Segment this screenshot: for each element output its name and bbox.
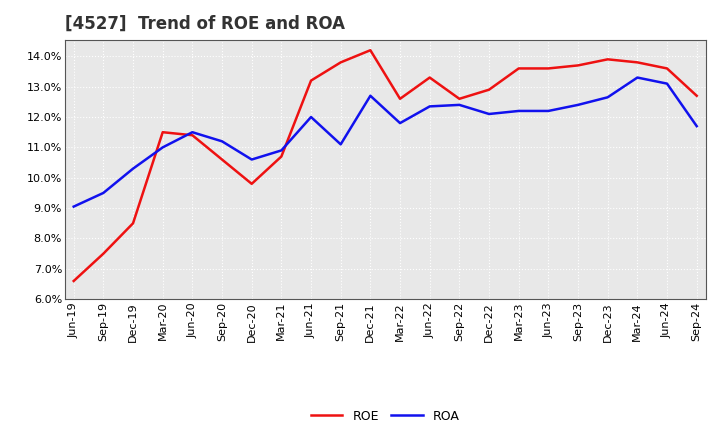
ROE [99,251,108,256]
ROA [455,102,464,107]
ROE [158,129,167,135]
Text: [4527]  Trend of ROE and ROA: [4527] Trend of ROE and ROA [65,15,345,33]
ROE [129,220,138,226]
ROA [99,190,108,195]
ROA [426,104,434,109]
ROA [336,142,345,147]
ROA [485,111,493,117]
Line: ROA: ROA [73,77,697,207]
ROA [248,157,256,162]
ROA [603,95,612,100]
ROE [188,132,197,138]
ROE [396,96,405,102]
ROE [544,66,553,71]
ROA [188,129,197,135]
ROA [277,148,286,153]
ROE [603,57,612,62]
ROE [248,181,256,187]
ROA [69,204,78,209]
ROA [514,108,523,114]
ROA [544,108,553,114]
ROE [455,96,464,102]
ROA [662,81,671,86]
ROE [574,63,582,68]
ROE [485,87,493,92]
ROE [693,93,701,99]
ROA [633,75,642,80]
ROA [307,114,315,120]
ROE [633,60,642,65]
ROA [693,124,701,129]
ROA [396,121,405,126]
Line: ROE: ROE [73,50,697,281]
ROA [366,93,374,99]
ROE [366,48,374,53]
ROE [69,279,78,284]
ROA [129,166,138,171]
ROE [662,66,671,71]
ROE [514,66,523,71]
ROA [574,102,582,107]
ROE [307,78,315,83]
ROE [336,60,345,65]
ROA [217,139,226,144]
ROE [277,154,286,159]
Legend: ROE, ROA: ROE, ROA [306,405,464,428]
ROA [158,145,167,150]
ROE [217,157,226,162]
ROE [426,75,434,80]
